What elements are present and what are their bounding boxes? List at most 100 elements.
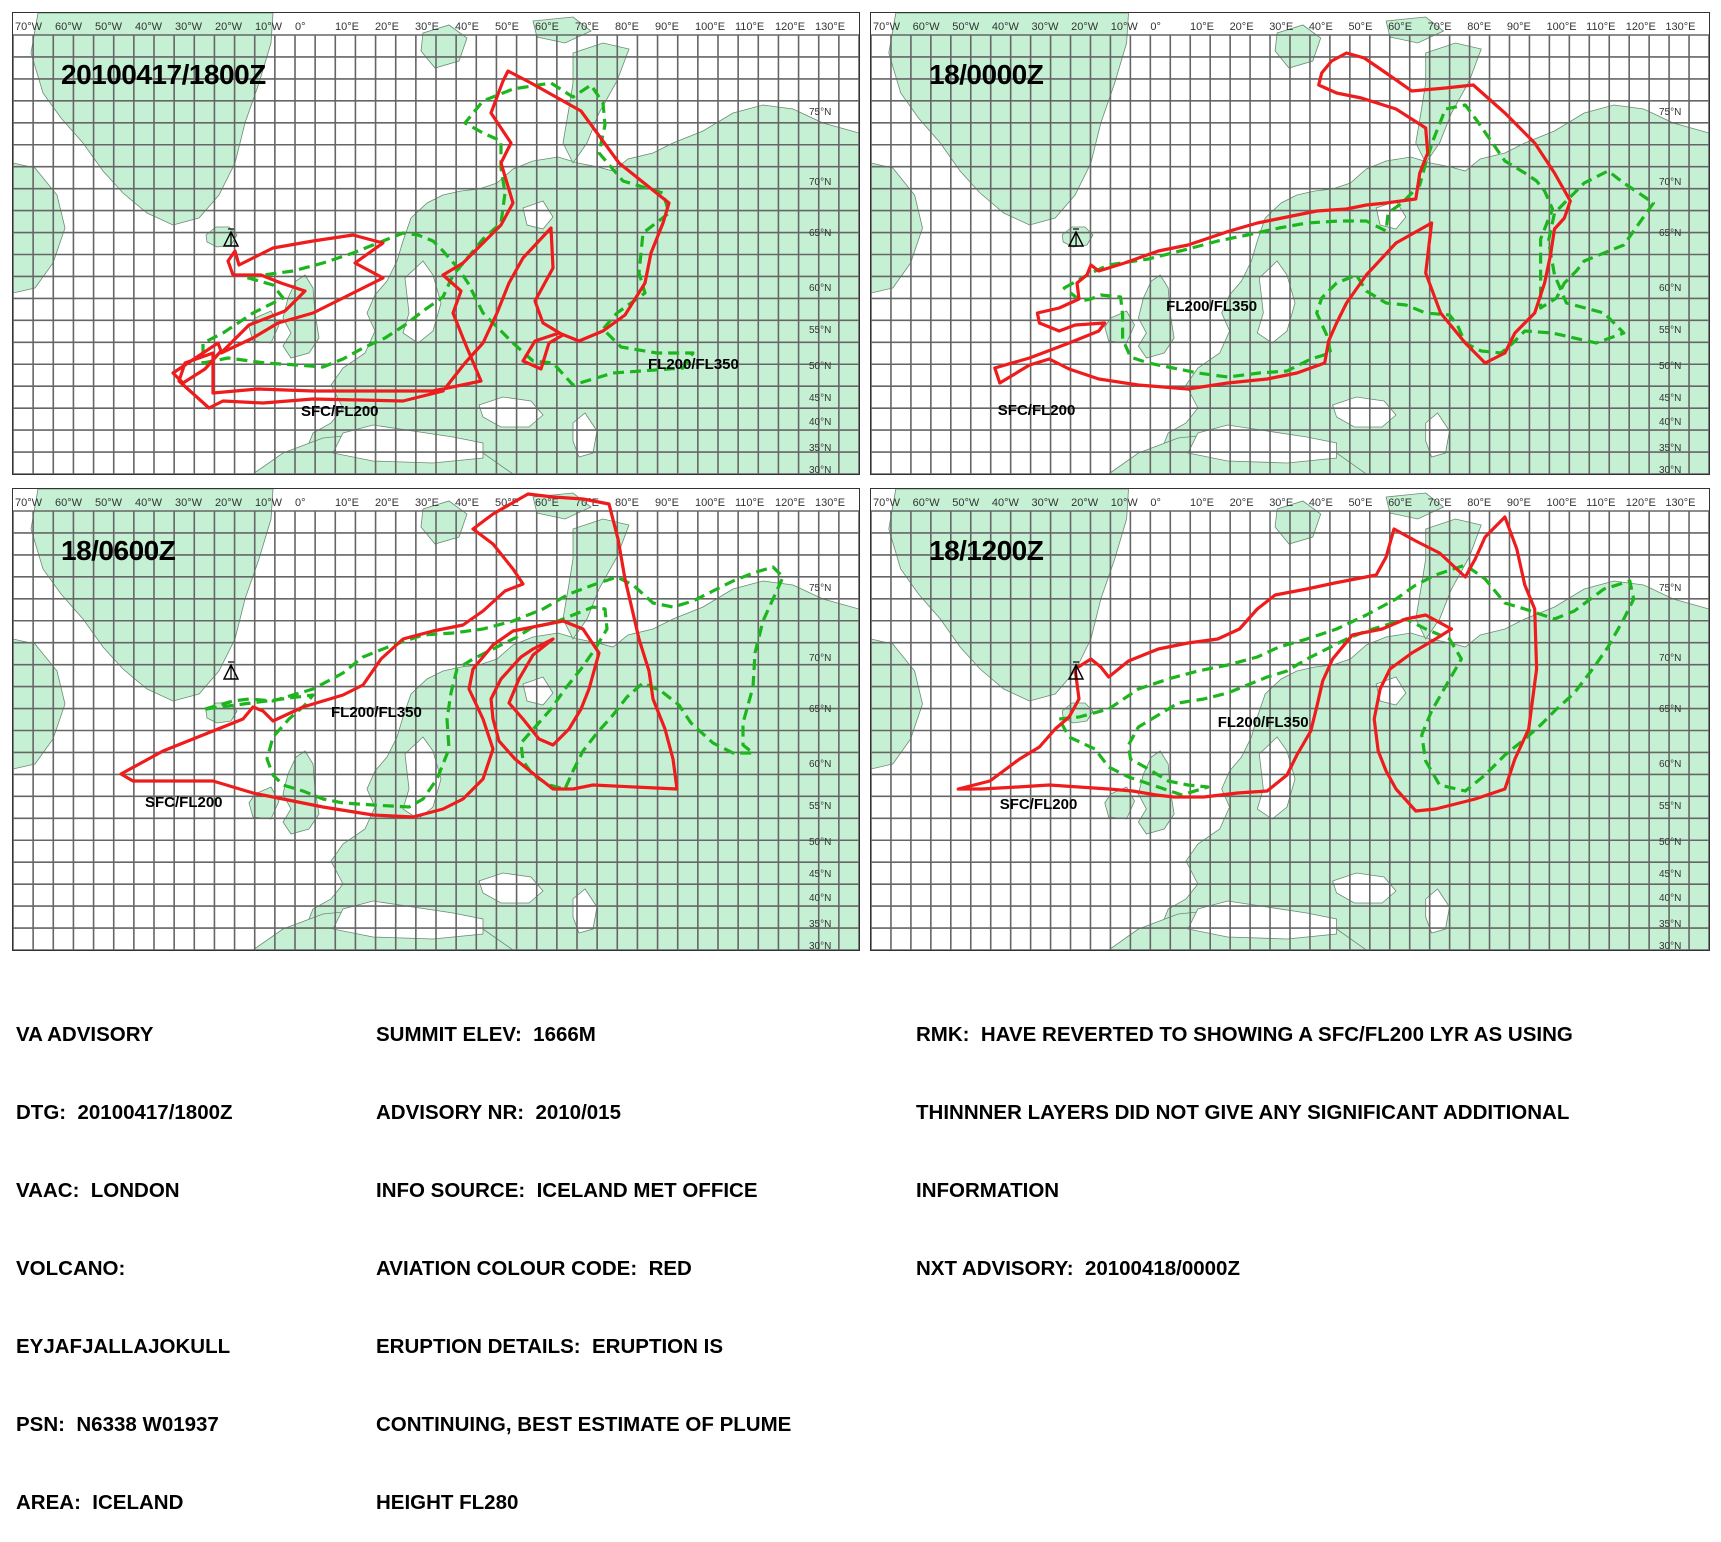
lon-label: 80°E (615, 21, 639, 33)
lon-label: 20°W (1071, 497, 1099, 509)
advisory-line: VOLCANO: (16, 1257, 126, 1280)
water-body (332, 424, 484, 464)
lon-label: 110°E (735, 21, 764, 33)
water-body (1425, 888, 1450, 934)
lon-label: 80°E (615, 497, 639, 509)
lon-label: 40°W (135, 497, 163, 509)
lon-label: 40°W (992, 21, 1020, 33)
lon-label: 70°W (15, 497, 43, 509)
lon-label: 10°E (1190, 497, 1214, 509)
lon-label: 90°E (1507, 21, 1531, 33)
lon-label: 10°E (335, 21, 359, 33)
fl200-fl350-outline (203, 565, 785, 809)
water-body (572, 888, 598, 934)
plume-layer (956, 515, 1636, 813)
lat-label: 30°N (1659, 465, 1681, 474)
lon-label: 20°W (1071, 21, 1099, 33)
map-panel-2: 70°W 60°W 50°W 40°W 30°W 20°W 10°W 0° 10°E 20°E 30… (870, 12, 1710, 475)
lat-label: 35°N (809, 919, 831, 930)
lon-label: 10°W (1111, 497, 1139, 509)
lat-label: 70°N (1659, 653, 1681, 664)
lat-label: 75°N (1659, 583, 1681, 594)
lon-label: 70°E (1428, 497, 1452, 509)
lon-label: 30°E (1269, 497, 1293, 509)
lon-label: 100°E (695, 497, 725, 509)
lon-label: 50°E (495, 21, 519, 33)
landmass (871, 638, 923, 770)
lat-label: 45°N (809, 869, 831, 880)
lon-label: 50°W (95, 21, 123, 33)
lon-label: 0° (1150, 497, 1161, 509)
lon-label: 130°E (1665, 21, 1695, 33)
lon-label: 70°E (1428, 21, 1452, 33)
lat-label: 45°N (809, 393, 831, 404)
landmass (1415, 42, 1482, 164)
lon-labels: 70°W 60°W 50°W 40°W 30°W 20°W 10°W 0° 10°E 20°E 30… (873, 497, 1696, 509)
lon-label: 110°E (1586, 21, 1615, 33)
lat-label: 75°N (809, 107, 831, 118)
lat-label: 30°N (1659, 941, 1681, 950)
water-body (522, 200, 554, 230)
lon-label: 130°E (1665, 497, 1695, 509)
graticule (13, 510, 859, 950)
sfc-fl200-outline (219, 233, 385, 355)
lat-labels: 75°N 70°N 65°N 60°N 55°N 50°N 45°N 40°N 35°N 30°N (1659, 107, 1681, 474)
panel-title: 18/1200Z (929, 535, 1044, 566)
lat-label: 40°N (1659, 417, 1681, 428)
fl200-fl350-outline (1057, 563, 1636, 797)
lat-label: 70°N (809, 653, 831, 664)
lat-label: 75°N (1659, 107, 1681, 118)
advisory-col-3: RMK: HAVE REVERTED TO SHOWING A SFC/FL20… (916, 970, 1573, 1308)
advisory-col-2: SUMMIT ELEV: 1666M ADVISORY NR: 2010/015… (376, 970, 791, 1542)
advisory-line: AREA: ICELAND (16, 1491, 184, 1514)
lon-label: 120°E (1626, 497, 1656, 509)
lon-label: 130°E (815, 21, 845, 33)
lon-labels: 70°W 60°W 50°W 40°W 30°W 20°W 10°W 0° 10°E 20°E 30… (873, 21, 1696, 33)
lon-label: 60°W (55, 21, 83, 33)
lon-label: 50°W (952, 21, 980, 33)
panel-title: 20100417/1800Z (61, 59, 266, 90)
lon-label: 10°W (255, 21, 283, 33)
lat-label: 35°N (809, 443, 831, 454)
landmass (1137, 274, 1175, 359)
lon-label: 50°E (1348, 497, 1372, 509)
sfc-fl200-outline (956, 515, 1539, 813)
lon-label: 20°E (375, 497, 399, 509)
lat-label: 50°N (1659, 361, 1681, 372)
advisory-line: ERUPTION DETAILS: ERUPTION IS (376, 1335, 723, 1358)
sfc-fl200-outline (993, 51, 1572, 391)
graticule (13, 34, 859, 474)
sfc-fl200-label: SFC/FL200 (998, 402, 1076, 419)
lon-label: 80°E (1467, 497, 1491, 509)
advisory-line: SUMMIT ELEV: 1666M (376, 1023, 596, 1046)
lon-label: 90°E (655, 497, 679, 509)
landmass (30, 13, 274, 226)
advisory-line: ADVISORY NR: 2010/015 (376, 1101, 621, 1124)
map-svg-4: 70°W 60°W 50°W 40°W 30°W 20°W 10°W 0° 10°E 20°E 30… (871, 489, 1709, 950)
map-panel-1: 70°W 60°W 50°W 40°W 30°W 20°W 10°W 0° 10°E 20°E 30… (12, 12, 860, 475)
lon-label: 60°E (535, 21, 559, 33)
landmass (13, 638, 66, 770)
lat-label: 40°N (1659, 893, 1681, 904)
landmass (888, 489, 1129, 702)
lon-label: 70°W (15, 21, 43, 33)
landmass (1061, 226, 1094, 248)
lon-label: 30°W (175, 21, 203, 33)
lon-label: 10°E (1190, 21, 1214, 33)
advisory-line: VA ADVISORY (16, 1023, 154, 1046)
plume-layer (171, 69, 695, 410)
landmass (871, 162, 923, 294)
landmass (13, 162, 66, 294)
advisory-line: PSN: N6338 W01937 (16, 1413, 219, 1436)
advisory-line: AVIATION COLOUR CODE: RED (376, 1257, 692, 1280)
lon-label: 110°E (735, 497, 764, 509)
water-body (572, 412, 598, 458)
lat-label: 65°N (1659, 228, 1681, 239)
volcano-icon (222, 228, 240, 247)
lon-label: 60°W (55, 497, 83, 509)
volcano-icon (1067, 661, 1085, 680)
lon-label: 70°W (873, 21, 901, 33)
lon-label: 100°E (1547, 21, 1577, 33)
lon-label: 30°W (175, 497, 203, 509)
lon-label: 40°W (992, 497, 1020, 509)
